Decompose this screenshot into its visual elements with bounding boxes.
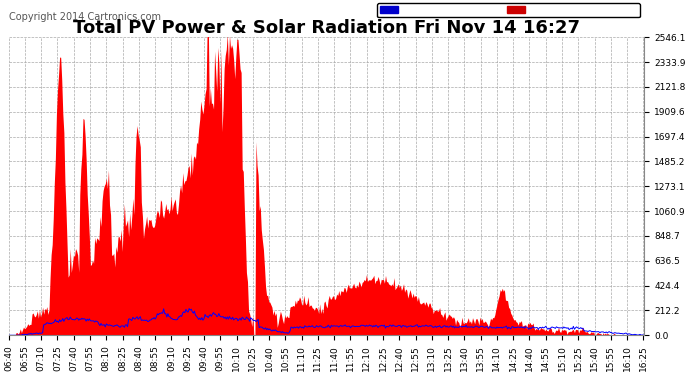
Legend: Radiation (w/m2), PV Panels (DC Watts): Radiation (w/m2), PV Panels (DC Watts) [377, 3, 640, 17]
Title: Total PV Power & Solar Radiation Fri Nov 14 16:27: Total PV Power & Solar Radiation Fri Nov… [73, 19, 580, 37]
Text: Copyright 2014 Cartronics.com: Copyright 2014 Cartronics.com [9, 12, 161, 22]
